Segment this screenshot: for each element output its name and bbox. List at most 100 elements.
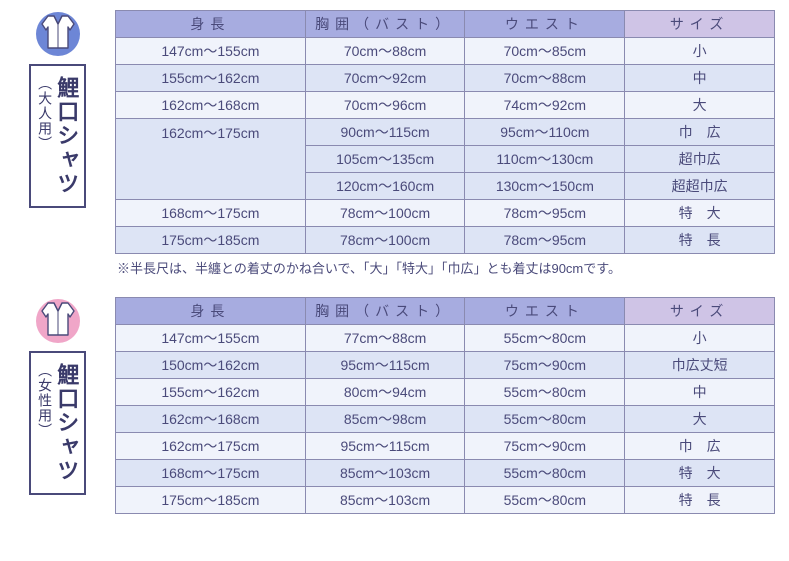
table-row: 162cm～168cm85cm～98cm55cm～80cm大 (116, 406, 775, 433)
cell-height: 150cm～162cm (116, 352, 306, 379)
title-box-adult: （大人用） 鯉口シャツ (29, 64, 87, 208)
cell-height: 175cm～185cm (116, 487, 306, 514)
table-row: 175cm～185cm78cm～100cm78cm～95cm特 長 (116, 227, 775, 254)
cell-waist: 70cm～88cm (465, 65, 625, 92)
cell-bust: 95cm～115cm (305, 433, 465, 460)
cell-waist: 110cm～130cm (465, 146, 625, 173)
cell-waist: 55cm～80cm (465, 487, 625, 514)
cell-size: 超巾広 (625, 146, 775, 173)
cell-size: 特 長 (625, 487, 775, 514)
table-row: 147cm～155cm70cm～88cm70cm～85cm小 (116, 38, 775, 65)
cell-waist: 74cm～92cm (465, 92, 625, 119)
title-sub: （女性用） (37, 363, 52, 438)
cell-height: 147cm～155cm (116, 325, 306, 352)
table-row: 162cm～175cm95cm～115cm75cm～90cm巾 広 (116, 433, 775, 460)
th-waist: ウエスト (465, 298, 625, 325)
section-female: （女性用） 鯉口シャツ 身長 胸囲（バスト） ウエスト サイズ 147cm～15… (10, 297, 779, 514)
cell-waist: 55cm～80cm (465, 460, 625, 487)
cell-size: 特 大 (625, 460, 775, 487)
cell-bust: 95cm～115cm (305, 352, 465, 379)
cell-size: 特 大 (625, 200, 775, 227)
th-size: サイズ (625, 11, 775, 38)
table-row: 155cm～162cm70cm～92cm70cm～88cm中 (116, 65, 775, 92)
table-row: 162cm～175cm90cm～115cm95cm～110cm巾 広 (116, 119, 775, 146)
cell-bust: 77cm～88cm (305, 325, 465, 352)
title-main: 鯉口シャツ (54, 363, 78, 483)
table-row: 175cm～185cm85cm～103cm55cm～80cm特 長 (116, 487, 775, 514)
footnote: ※半長尺は、半纏との着丈のかね合いで、「大」「特大」「巾広」とも着丈は90cmで… (117, 258, 779, 277)
cell-height: 162cm～175cm (116, 119, 306, 200)
cell-waist: 130cm～150cm (465, 173, 625, 200)
cell-waist: 55cm～80cm (465, 325, 625, 352)
label-column-adult: （大人用） 鯉口シャツ (10, 10, 105, 208)
table-row: 150cm～162cm95cm～115cm75cm～90cm巾広丈短 (116, 352, 775, 379)
table-row: 155cm～162cm80cm～94cm55cm～80cm中 (116, 379, 775, 406)
th-bust: 胸囲（バスト） (305, 11, 465, 38)
cell-height: 147cm～155cm (116, 38, 306, 65)
cell-height: 155cm～162cm (116, 65, 306, 92)
cell-bust: 85cm～98cm (305, 406, 465, 433)
cell-waist: 70cm～85cm (465, 38, 625, 65)
shirt-icon-adult (34, 10, 82, 58)
size-table-female: 身長 胸囲（バスト） ウエスト サイズ 147cm～155cm77cm～88cm… (115, 297, 775, 514)
cell-height: 162cm～175cm (116, 433, 306, 460)
cell-size: 大 (625, 406, 775, 433)
title-sub: （大人用） (37, 76, 52, 151)
cell-size: 特 長 (625, 227, 775, 254)
label-column-female: （女性用） 鯉口シャツ (10, 297, 105, 495)
tbody-female: 147cm～155cm77cm～88cm55cm～80cm小150cm～162c… (116, 325, 775, 514)
cell-size: 巾広丈短 (625, 352, 775, 379)
th-height: 身長 (116, 298, 306, 325)
cell-size: 中 (625, 65, 775, 92)
cell-height: 168cm～175cm (116, 460, 306, 487)
cell-bust: 85cm～103cm (305, 487, 465, 514)
table-row: 147cm～155cm77cm～88cm55cm～80cm小 (116, 325, 775, 352)
shirt-icon-female (34, 297, 82, 345)
cell-waist: 78cm～95cm (465, 200, 625, 227)
cell-height: 162cm～168cm (116, 406, 306, 433)
cell-waist: 78cm～95cm (465, 227, 625, 254)
cell-bust: 70cm～92cm (305, 65, 465, 92)
cell-height: 175cm～185cm (116, 227, 306, 254)
cell-bust: 78cm～100cm (305, 227, 465, 254)
cell-bust: 120cm～160cm (305, 173, 465, 200)
cell-waist: 55cm～80cm (465, 406, 625, 433)
title-main: 鯉口シャツ (54, 76, 78, 196)
cell-size: 超超巾広 (625, 173, 775, 200)
cell-bust: 70cm～96cm (305, 92, 465, 119)
cell-height: 155cm～162cm (116, 379, 306, 406)
table-row: 162cm～168cm70cm～96cm74cm～92cm大 (116, 92, 775, 119)
table-row: 168cm～175cm78cm～100cm78cm～95cm特 大 (116, 200, 775, 227)
th-size: サイズ (625, 298, 775, 325)
shirt-icon (34, 10, 82, 58)
cell-bust: 70cm～88cm (305, 38, 465, 65)
table-wrap-female: 身長 胸囲（バスト） ウエスト サイズ 147cm～155cm77cm～88cm… (115, 297, 779, 514)
cell-waist: 75cm～90cm (465, 352, 625, 379)
cell-size: 小 (625, 325, 775, 352)
cell-bust: 85cm～103cm (305, 460, 465, 487)
table-row: 168cm～175cm85cm～103cm55cm～80cm特 大 (116, 460, 775, 487)
cell-height: 168cm～175cm (116, 200, 306, 227)
cell-size: 大 (625, 92, 775, 119)
title-box-female: （女性用） 鯉口シャツ (29, 351, 87, 495)
cell-size: 巾 広 (625, 119, 775, 146)
cell-bust: 105cm～135cm (305, 146, 465, 173)
cell-size: 巾 広 (625, 433, 775, 460)
cell-bust: 90cm～115cm (305, 119, 465, 146)
cell-size: 小 (625, 38, 775, 65)
cell-waist: 55cm～80cm (465, 379, 625, 406)
cell-size: 中 (625, 379, 775, 406)
tbody-adult: 147cm～155cm70cm～88cm70cm～85cm小155cm～162c… (116, 38, 775, 254)
shirt-icon (34, 297, 82, 345)
cell-waist: 75cm～90cm (465, 433, 625, 460)
th-height: 身長 (116, 11, 306, 38)
table-header-row: 身長 胸囲（バスト） ウエスト サイズ (116, 298, 775, 325)
th-bust: 胸囲（バスト） (305, 298, 465, 325)
table-header-row: 身長 胸囲（バスト） ウエスト サイズ (116, 11, 775, 38)
cell-waist: 95cm～110cm (465, 119, 625, 146)
th-waist: ウエスト (465, 11, 625, 38)
cell-bust: 78cm～100cm (305, 200, 465, 227)
section-adult: （大人用） 鯉口シャツ 身長 胸囲（バスト） ウエスト サイズ 147cm～15… (10, 10, 779, 277)
cell-height: 162cm～168cm (116, 92, 306, 119)
size-table-adult: 身長 胸囲（バスト） ウエスト サイズ 147cm～155cm70cm～88cm… (115, 10, 775, 254)
